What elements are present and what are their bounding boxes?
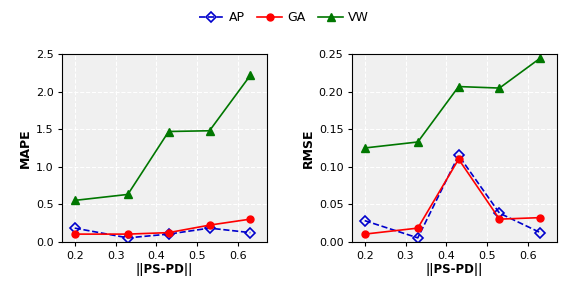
Legend: AP, GA, VW: AP, GA, VW [194, 6, 374, 29]
Y-axis label: MAPE: MAPE [19, 128, 32, 168]
X-axis label: ||PS-PD||: ||PS-PD|| [136, 263, 193, 276]
Y-axis label: RMSE: RMSE [302, 128, 315, 168]
X-axis label: ||PS-PD||: ||PS-PD|| [426, 263, 483, 276]
